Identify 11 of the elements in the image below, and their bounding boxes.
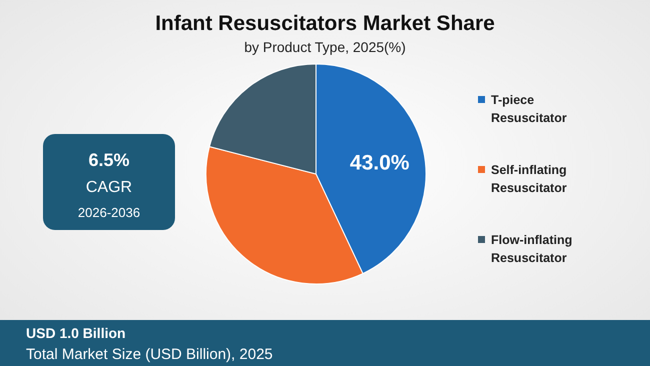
chart-title: Infant Resuscitators Market Share (155, 12, 495, 35)
legend-label: T-piece Resuscitator (491, 93, 567, 125)
text: 6.5% (88, 150, 130, 170)
text: USD 1.0 Billion (26, 325, 126, 341)
text: CAGR (86, 179, 132, 196)
data-label: 43.0% (350, 152, 410, 175)
text: Total Market Size (USD Billion), 2025 (26, 346, 273, 363)
legend-label: Self-inflating Resuscitator (491, 163, 567, 195)
chart-subtitle: by Product Type, 2025(%) (244, 39, 406, 55)
text: 2026-2036 (78, 205, 140, 220)
legend-label: Flow-inflating Resuscitator (491, 233, 572, 265)
